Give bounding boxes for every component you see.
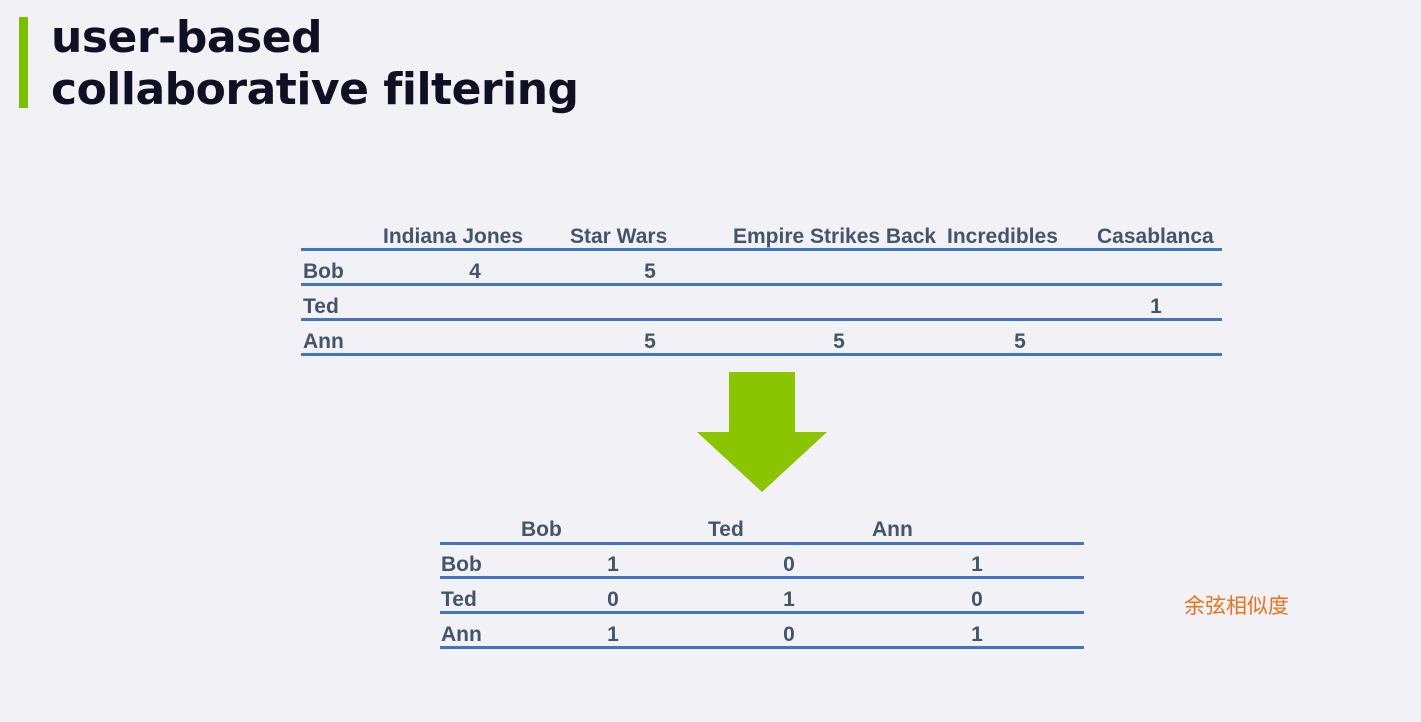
col-header-empire-strikes-back: Empire Strikes Back <box>733 225 937 248</box>
title-line-2: collaborative filtering <box>51 64 579 115</box>
row-label-ted: Ted <box>441 588 477 611</box>
table-cell: 0 <box>971 588 983 611</box>
table-cell: 1 <box>971 623 983 646</box>
table-cell: 1 <box>607 553 619 576</box>
col-header-indiana-jones: Indiana Jones <box>383 225 524 248</box>
col-header-casablanca: Casablanca <box>1097 225 1214 248</box>
col-header-ann: Ann <box>872 518 913 541</box>
title-accent-bar <box>19 17 28 108</box>
down-arrow-icon <box>697 372 827 492</box>
table-cell: 0 <box>607 588 619 611</box>
col-header-ted: Ted <box>708 518 744 541</box>
page-title: user-based collaborative filtering <box>51 12 579 116</box>
col-header-bob: Bob <box>521 518 562 541</box>
table-cell: 0 <box>783 553 795 576</box>
table-rule <box>301 353 1222 356</box>
table-cell: 5 <box>644 260 656 283</box>
table-cell: 1 <box>971 553 983 576</box>
table-rule <box>440 542 1084 545</box>
table-cell: 1 <box>607 623 619 646</box>
table-rule <box>440 646 1084 649</box>
table-rule <box>301 248 1222 251</box>
row-label-ann: Ann <box>441 623 482 646</box>
table-rule <box>301 283 1222 286</box>
table-cell: 4 <box>469 260 481 283</box>
title-line-1: user-based <box>51 12 323 63</box>
row-label-bob: Bob <box>441 553 482 576</box>
row-label-bob: Bob <box>303 260 344 283</box>
row-label-ted: Ted <box>303 295 339 318</box>
table-rule <box>440 576 1084 579</box>
row-label-ann: Ann <box>303 330 344 353</box>
table-cell: 5 <box>1014 330 1026 353</box>
table-cell: 0 <box>783 623 795 646</box>
table-cell: 1 <box>1150 295 1162 318</box>
col-header-star-wars: Star Wars <box>570 225 668 248</box>
table-cell: 1 <box>783 588 795 611</box>
cosine-similarity-note: 余弦相似度 <box>1184 594 1289 618</box>
table-rule <box>301 318 1222 321</box>
table-rule <box>440 611 1084 614</box>
table-cell: 5 <box>833 330 845 353</box>
col-header-incredibles: Incredibles <box>947 225 1058 248</box>
table-cell: 5 <box>644 330 656 353</box>
